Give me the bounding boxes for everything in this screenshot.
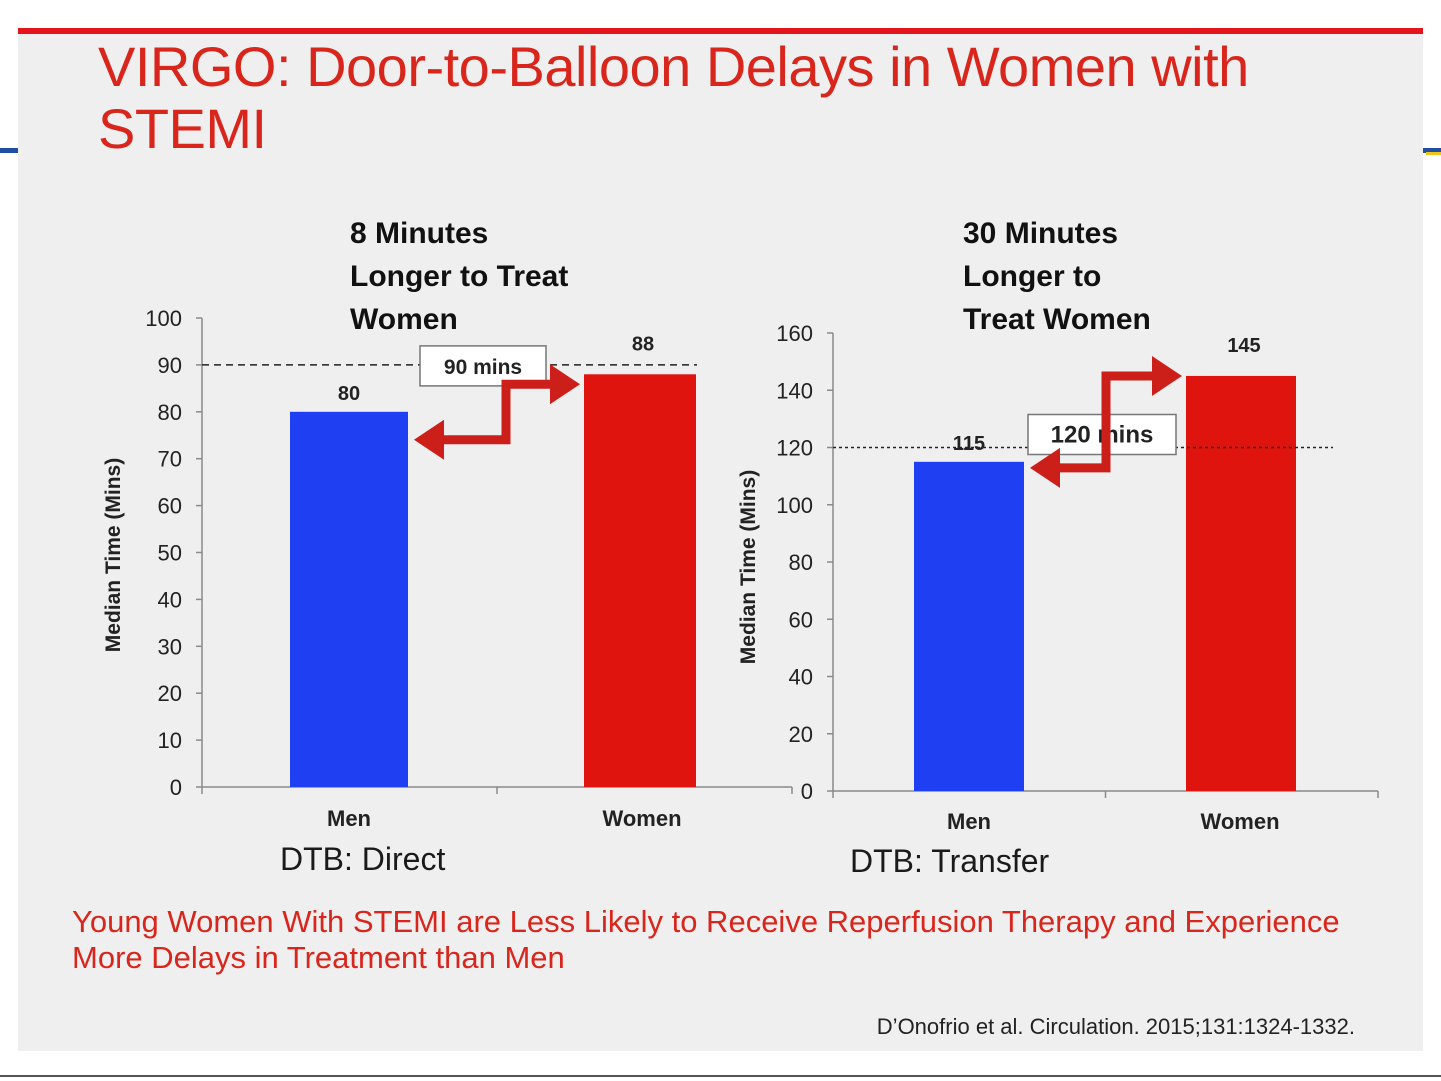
transfer-y-tick-label: 20 (789, 722, 813, 747)
direct-y-tick-label: 80 (158, 400, 182, 425)
transfer-bar-women (1186, 375, 1296, 791)
chart-direct-group-label: DTB: Direct (280, 841, 446, 877)
right-edge-stub (1422, 148, 1441, 153)
transfer-y-axis-label: Median Time (Mins) (737, 470, 760, 664)
transfer-y-tick-label: 160 (776, 321, 813, 346)
direct-difference-arrow-shaft (438, 379, 556, 445)
transfer-difference-arrow-right-head (1152, 355, 1182, 396)
slide-title: VIRGO: Door-to-Balloon Delays in Women w… (98, 35, 1249, 160)
conclusion-text: Young Women With STEMI are Less Likely t… (72, 904, 1340, 975)
chart-transfer-group-label: DTB: Transfer (850, 843, 1050, 879)
direct-difference-arrow-right-head (550, 364, 580, 405)
transfer-value-label-men: 115 (953, 433, 985, 455)
left-edge-stub (0, 148, 22, 153)
transfer-category-label-men: Men (947, 809, 991, 834)
transfer-y-tick-label: 0 (801, 779, 813, 804)
direct-reference-label-box (419, 345, 547, 387)
direct-y-tick-label: 40 (158, 587, 182, 612)
chart-transfer-annotation: 30 Minutes Longer to Treat Women (963, 217, 1151, 336)
direct-y-tick-label: 20 (158, 681, 182, 706)
transfer-value-label-women: 145 (1227, 335, 1260, 357)
transfer-y-tick-label: 80 (789, 550, 813, 575)
direct-y-tick-label: 70 (158, 447, 182, 472)
right-edge-stub-yellow (1426, 152, 1441, 155)
chart-direct-annotation: 8 Minutes Longer to Treat Women (350, 217, 569, 336)
direct-category-label-men: Men (327, 806, 371, 831)
transfer-y-tick-label: 60 (789, 607, 813, 632)
direct-y-tick-label: 0 (170, 775, 182, 800)
direct-difference-arrow (414, 364, 580, 460)
transfer-y-tick-label: 100 (776, 493, 813, 518)
direct-value-label-men: 80 (338, 383, 360, 405)
direct-value-label-women: 88 (632, 333, 654, 355)
direct-y-tick-label: 50 (158, 541, 182, 566)
direct-difference-arrow-left-head (414, 419, 444, 460)
transfer-difference-arrow-left-head (1030, 447, 1060, 488)
top-accent-rule (18, 28, 1423, 34)
direct-y-tick-label: 10 (158, 728, 182, 753)
transfer-category-label-women: Women (1200, 809, 1279, 834)
citation-text: D’Onofrio et al. Circulation. 2015;131:1… (876, 1014, 1355, 1039)
direct-bar-men (290, 411, 408, 787)
transfer-y-tick-label: 120 (776, 436, 813, 461)
transfer-difference-arrow-shaft (1054, 371, 1158, 473)
bottom-rule (0, 1075, 1441, 1077)
direct-y-tick-label: 30 (158, 634, 182, 659)
transfer-bar-men (914, 461, 1024, 791)
direct-bar-women (584, 374, 696, 787)
direct-y-axis-label: Median Time (Mins) (102, 458, 125, 652)
transfer-difference-arrow (1030, 355, 1182, 488)
direct-category-label-women: Women (602, 806, 681, 831)
direct-y-tick-label: 100 (145, 306, 182, 331)
direct-y-tick-label: 90 (158, 353, 182, 378)
transfer-y-tick-label: 40 (789, 665, 813, 690)
direct-y-tick-label: 60 (158, 494, 182, 519)
transfer-y-tick-label: 140 (776, 378, 813, 403)
direct-reference-label: 90 mins (444, 356, 522, 379)
